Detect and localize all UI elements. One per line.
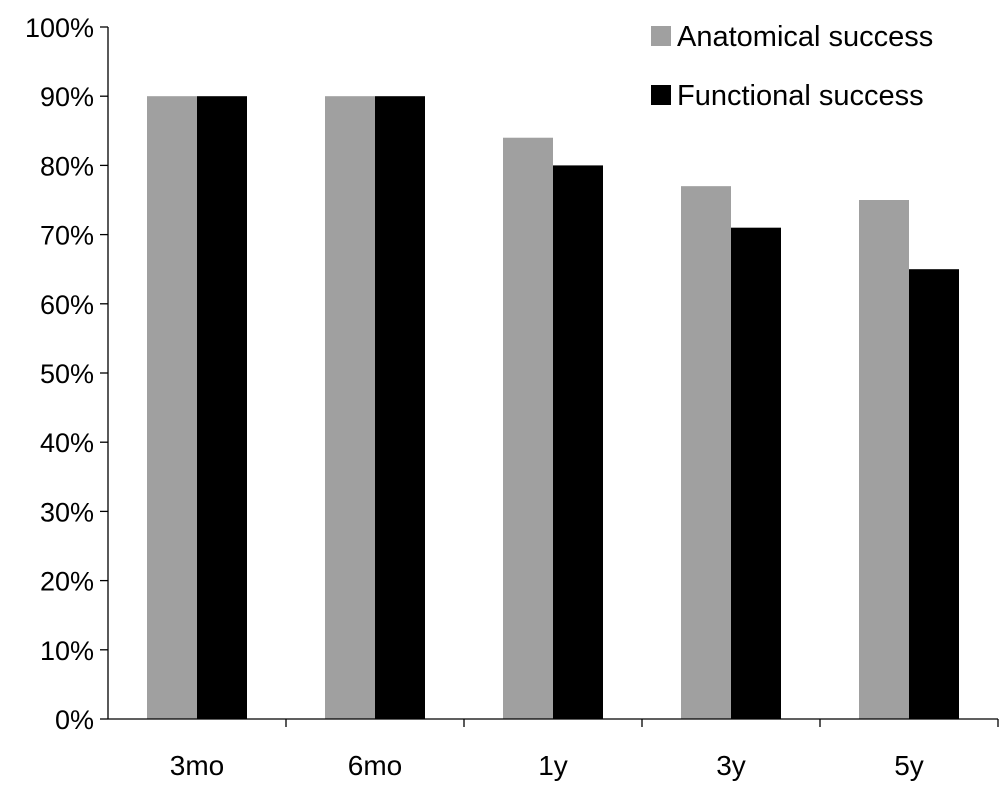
bar-functional-3mo [197, 96, 247, 719]
legend-label-anatomical: Anatomical success [677, 21, 933, 53]
bar-functional-1y [553, 165, 603, 719]
bars [147, 96, 959, 720]
y-tick-label: 30% [40, 497, 94, 527]
bar-anatomical-5y [859, 200, 909, 719]
x-tick-label: 3mo [170, 750, 224, 781]
x-tick-label: 5y [894, 750, 924, 781]
bar-anatomical-3y [681, 186, 731, 719]
y-tick-label: 100% [25, 13, 94, 43]
legend-swatch-anatomical [651, 26, 671, 46]
legend-swatch-functional [651, 85, 671, 105]
y-tick-label: 60% [40, 290, 94, 320]
bar-functional-3y [731, 227, 781, 719]
bar-anatomical-3mo [147, 96, 197, 719]
y-axis-ticks: 0% 10% 20% 30% 40% 50% 60% 70% 80% 90% 100% [25, 13, 108, 735]
y-tick-label: 50% [40, 359, 94, 389]
bar-anatomical-6mo [325, 96, 375, 719]
bar-anatomical-1y [503, 137, 553, 720]
y-tick-label: 0% [55, 705, 94, 735]
y-tick-label: 80% [40, 151, 94, 181]
y-tick-label: 10% [40, 636, 94, 666]
y-tick-label: 20% [40, 567, 94, 597]
x-tick-label: 6mo [348, 750, 402, 781]
x-tick-label: 1y [538, 750, 568, 781]
x-tick-label: 3y [716, 750, 746, 781]
legend: Anatomical success Functional success [651, 21, 933, 112]
y-tick-label: 40% [40, 428, 94, 458]
bar-functional-5y [909, 269, 959, 719]
y-tick-label: 90% [40, 82, 94, 112]
x-axis-ticks: 3mo 6mo 1y 3y 5y [170, 719, 999, 781]
y-tick-label: 70% [40, 221, 94, 251]
legend-label-functional: Functional success [677, 80, 924, 112]
bar-functional-6mo [375, 96, 425, 719]
